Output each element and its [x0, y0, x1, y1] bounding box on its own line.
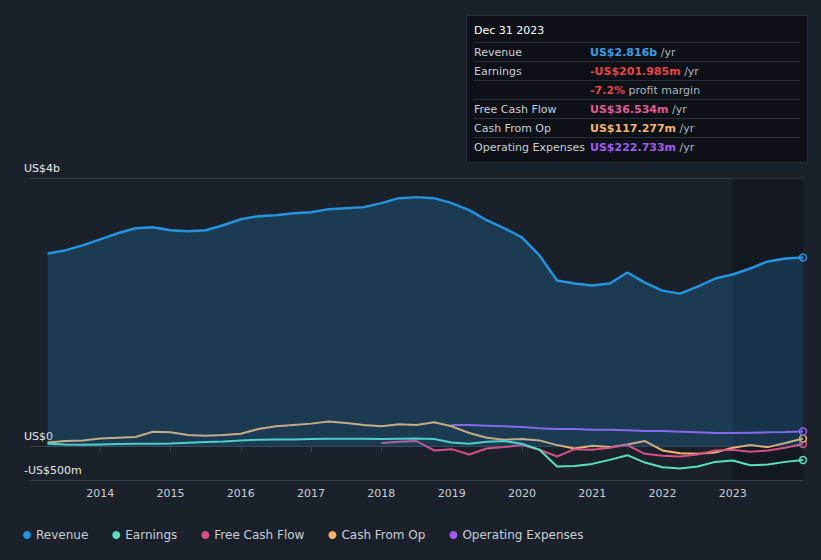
svg-text:US$0: US$0	[24, 430, 53, 444]
svg-text:2019: 2019	[438, 487, 466, 500]
html-text:-7.2% profit margin: -7.2% profit margin	[590, 84, 701, 97]
html-text:Operating Expenses: Operating Expenses	[474, 141, 585, 154]
svg-text:2017: 2017	[297, 487, 325, 500]
svg-text:2022: 2022	[648, 487, 676, 500]
svg-text:Earnings: Earnings	[125, 528, 177, 542]
svg-text:2018: 2018	[367, 487, 395, 500]
html-text:-US$201.985m /yr: -US$201.985m /yr	[590, 65, 699, 78]
html-text:Earnings: Earnings	[474, 65, 522, 78]
svg-text:2014: 2014	[86, 487, 114, 500]
svg-text:Cash From Op: Cash From Op	[341, 528, 425, 542]
svg-text:2015: 2015	[157, 487, 185, 500]
html-text:Revenue: Revenue	[474, 46, 522, 59]
html-text:Cash From Op: Cash From Op	[474, 122, 551, 135]
svg-text:-US$500m: -US$500m	[24, 464, 82, 477]
svg-text:2023: 2023	[719, 487, 747, 500]
html-text:US$222.733m /yr: US$222.733m /yr	[590, 141, 695, 154]
html-text:US$117.277m /yr: US$117.277m /yr	[590, 122, 695, 135]
svg-text:Revenue: Revenue	[36, 528, 88, 542]
html-text:US$36.534m /yr: US$36.534m /yr	[590, 103, 687, 116]
svg-text:2016: 2016	[227, 487, 255, 500]
svg-text:2020: 2020	[508, 487, 536, 500]
svg-text:2021: 2021	[578, 487, 606, 500]
svg-text:Operating Expenses: Operating Expenses	[462, 528, 583, 542]
html-text:Free Cash Flow: Free Cash Flow	[474, 103, 557, 116]
html-text:US$2.816b /yr: US$2.816b /yr	[590, 46, 676, 59]
svg-text:Free Cash Flow: Free Cash Flow	[214, 528, 304, 542]
html-text:Dec 31 2023: Dec 31 2023	[474, 24, 545, 37]
svg-text:US$4b: US$4b	[24, 162, 60, 175]
